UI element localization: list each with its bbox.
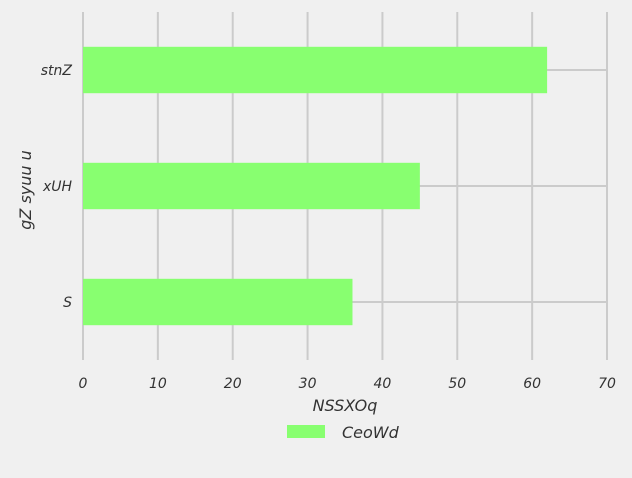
x-tick-label: 40 (374, 376, 392, 392)
y-axis-label: gZ syuu u (16, 150, 35, 230)
x-tick-label: 30 (299, 376, 317, 392)
x-axis-label: NSSXOq (313, 396, 378, 415)
legend: CeoWd (287, 423, 400, 442)
bars (83, 46, 548, 326)
bar-stnZ (83, 46, 548, 94)
x-tick-label: 60 (523, 376, 541, 392)
bar-xUH (83, 162, 420, 210)
y-tick-label: S (63, 295, 72, 311)
x-tick-label: 70 (598, 376, 616, 392)
x-tick-labels: 0 10 20 30 40 50 60 70 (79, 376, 616, 392)
legend-label: CeoWd (342, 423, 400, 442)
x-tick-label: 50 (448, 376, 466, 392)
x-tick-label: 0 (79, 376, 88, 392)
y-tick-labels: stnZ xUH S (41, 63, 73, 311)
x-tick-label: 10 (149, 376, 167, 392)
bar-S (83, 278, 353, 326)
x-tick-label: 20 (224, 376, 242, 392)
y-tick-label: xUH (42, 179, 73, 195)
y-tick-label: stnZ (41, 63, 73, 79)
legend-swatch (287, 425, 325, 438)
